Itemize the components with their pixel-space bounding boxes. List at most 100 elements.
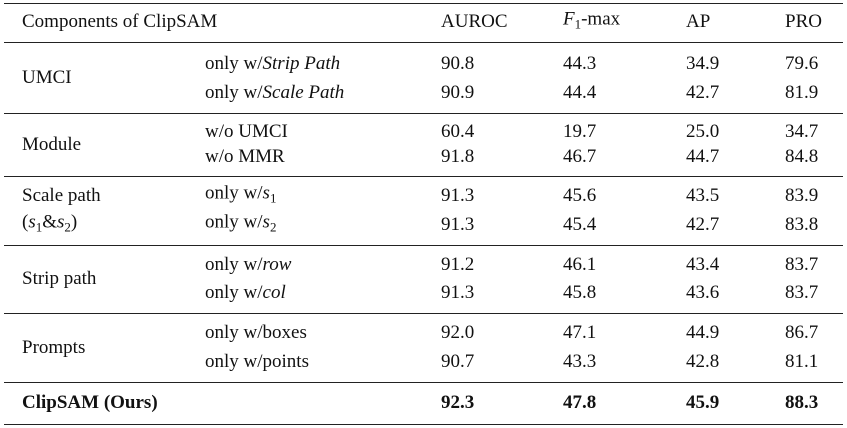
metric-value: 44.3 (563, 52, 597, 74)
text-segment: only w/points (205, 350, 309, 372)
text-segment: F (563, 8, 575, 30)
final-value: 47.8 (563, 392, 597, 413)
variant: only w/points (205, 351, 309, 373)
text-segment: 1 (269, 190, 277, 206)
text-segment: Scale path (22, 185, 101, 207)
final-value: 88.3 (785, 392, 819, 413)
text-segment: s (28, 211, 36, 233)
final-label: ClipSAM (Ours) (22, 392, 158, 414)
metric-value: 90.7 (441, 350, 475, 372)
metric-value: 83.9 (785, 185, 819, 207)
metric-value: 42.7 (686, 81, 720, 103)
text-segment: only w/ (205, 254, 263, 275)
metric-value: 43.5 (686, 185, 720, 207)
text-segment: only w/ (205, 182, 263, 204)
metric-value: 34.7 (785, 120, 819, 142)
metric-value: 44.4 (563, 81, 597, 103)
metric-value: 46.1 (563, 254, 597, 275)
metric-value: 19.7 (563, 120, 597, 142)
metric-value: 91.2 (441, 254, 475, 275)
metric-value: 91.3 (441, 185, 475, 207)
text-segment: w/o UMCI (205, 120, 288, 142)
variant: w/o UMCI (205, 121, 288, 143)
text-segment: 1 (35, 219, 43, 235)
text-segment: ) (70, 211, 78, 233)
header-metric: PRO (785, 11, 822, 33)
metric-value: 90.8 (441, 52, 475, 74)
header-metric: AP (686, 11, 710, 33)
metric-value: 92.0 (441, 322, 475, 344)
text-segment: Components of ClipSAM (22, 11, 218, 32)
metric-value: 43.6 (686, 282, 720, 303)
group-rule (4, 245, 843, 246)
text-segment: PRO (785, 11, 822, 32)
header-metric: F1-max (563, 9, 620, 36)
text-segment: Strip Path (262, 52, 341, 74)
metric-value: 45.4 (563, 213, 597, 235)
group-label: Module (22, 134, 81, 156)
text-segment: ( (22, 211, 29, 233)
header-rule (4, 42, 843, 43)
metric-value: 47.1 (563, 322, 597, 344)
metric-value: 46.7 (563, 146, 597, 168)
text-segment: only w/boxes (205, 322, 307, 344)
text-segment: w/o MMR (205, 146, 285, 168)
text-segment: only w/ (205, 81, 263, 103)
variant: only w/s1 (205, 183, 276, 210)
group-rule (4, 313, 843, 314)
metric-value: 81.9 (785, 81, 819, 103)
text-segment: Module (22, 133, 82, 155)
text-segment: only w/ (205, 282, 263, 303)
metric-value: 42.7 (686, 213, 720, 235)
text-segment: s (262, 182, 270, 204)
group-label: (s1&s2) (22, 211, 77, 238)
variant: only w/row (205, 254, 291, 276)
metric-value: 45.6 (563, 185, 597, 207)
metric-value: 60.4 (441, 120, 475, 142)
group-rule (4, 176, 843, 177)
metric-value: 34.9 (686, 52, 720, 74)
variant: only w/Scale Path (205, 82, 344, 104)
metric-value: 25.0 (686, 120, 720, 142)
metric-value: 83.8 (785, 213, 819, 235)
variant: only w/Strip Path (205, 53, 340, 75)
text-segment: UMCI (22, 67, 72, 88)
text-segment: s (57, 211, 65, 233)
metric-value: 83.7 (785, 282, 819, 303)
top-rule (4, 3, 843, 4)
variant: w/o MMR (205, 146, 285, 168)
final-value: 45.9 (686, 392, 720, 413)
metric-value: 79.6 (785, 52, 819, 74)
variant: only w/col (205, 282, 286, 304)
metric-value: 91.3 (441, 213, 475, 235)
text-segment: 2 (269, 219, 277, 235)
metric-value: 43.3 (563, 350, 597, 372)
group-label: Prompts (22, 337, 85, 359)
group-label: UMCI (22, 67, 72, 89)
text-segment: 1 (574, 16, 582, 32)
header-metric: AUROC (441, 11, 508, 33)
variant: only w/s2 (205, 211, 276, 238)
metric-value: 83.7 (785, 254, 819, 275)
metric-value: 44.9 (686, 322, 720, 344)
text-segment: ClipSAM (Ours) (22, 392, 158, 413)
metric-value: 44.7 (686, 146, 720, 168)
text-segment: AP (686, 11, 711, 32)
group-label: Strip path (22, 268, 96, 290)
header-component: Components of ClipSAM (22, 11, 217, 33)
variant: only w/boxes (205, 322, 307, 344)
metric-value: 90.9 (441, 81, 475, 103)
text-segment: s (262, 211, 270, 233)
text-segment: 2 (64, 219, 71, 235)
text-segment: row (262, 254, 292, 275)
text-segment: only w/ (205, 52, 263, 74)
text-segment: AUROC (441, 11, 508, 32)
bottom-rule (4, 424, 843, 425)
group-rule (4, 113, 843, 114)
text-segment: only w/ (205, 211, 263, 233)
metric-value: 42.8 (686, 350, 720, 372)
text-segment: -max (581, 8, 621, 30)
text-segment: Strip path (22, 268, 97, 289)
group-label: Scale path (22, 185, 101, 207)
